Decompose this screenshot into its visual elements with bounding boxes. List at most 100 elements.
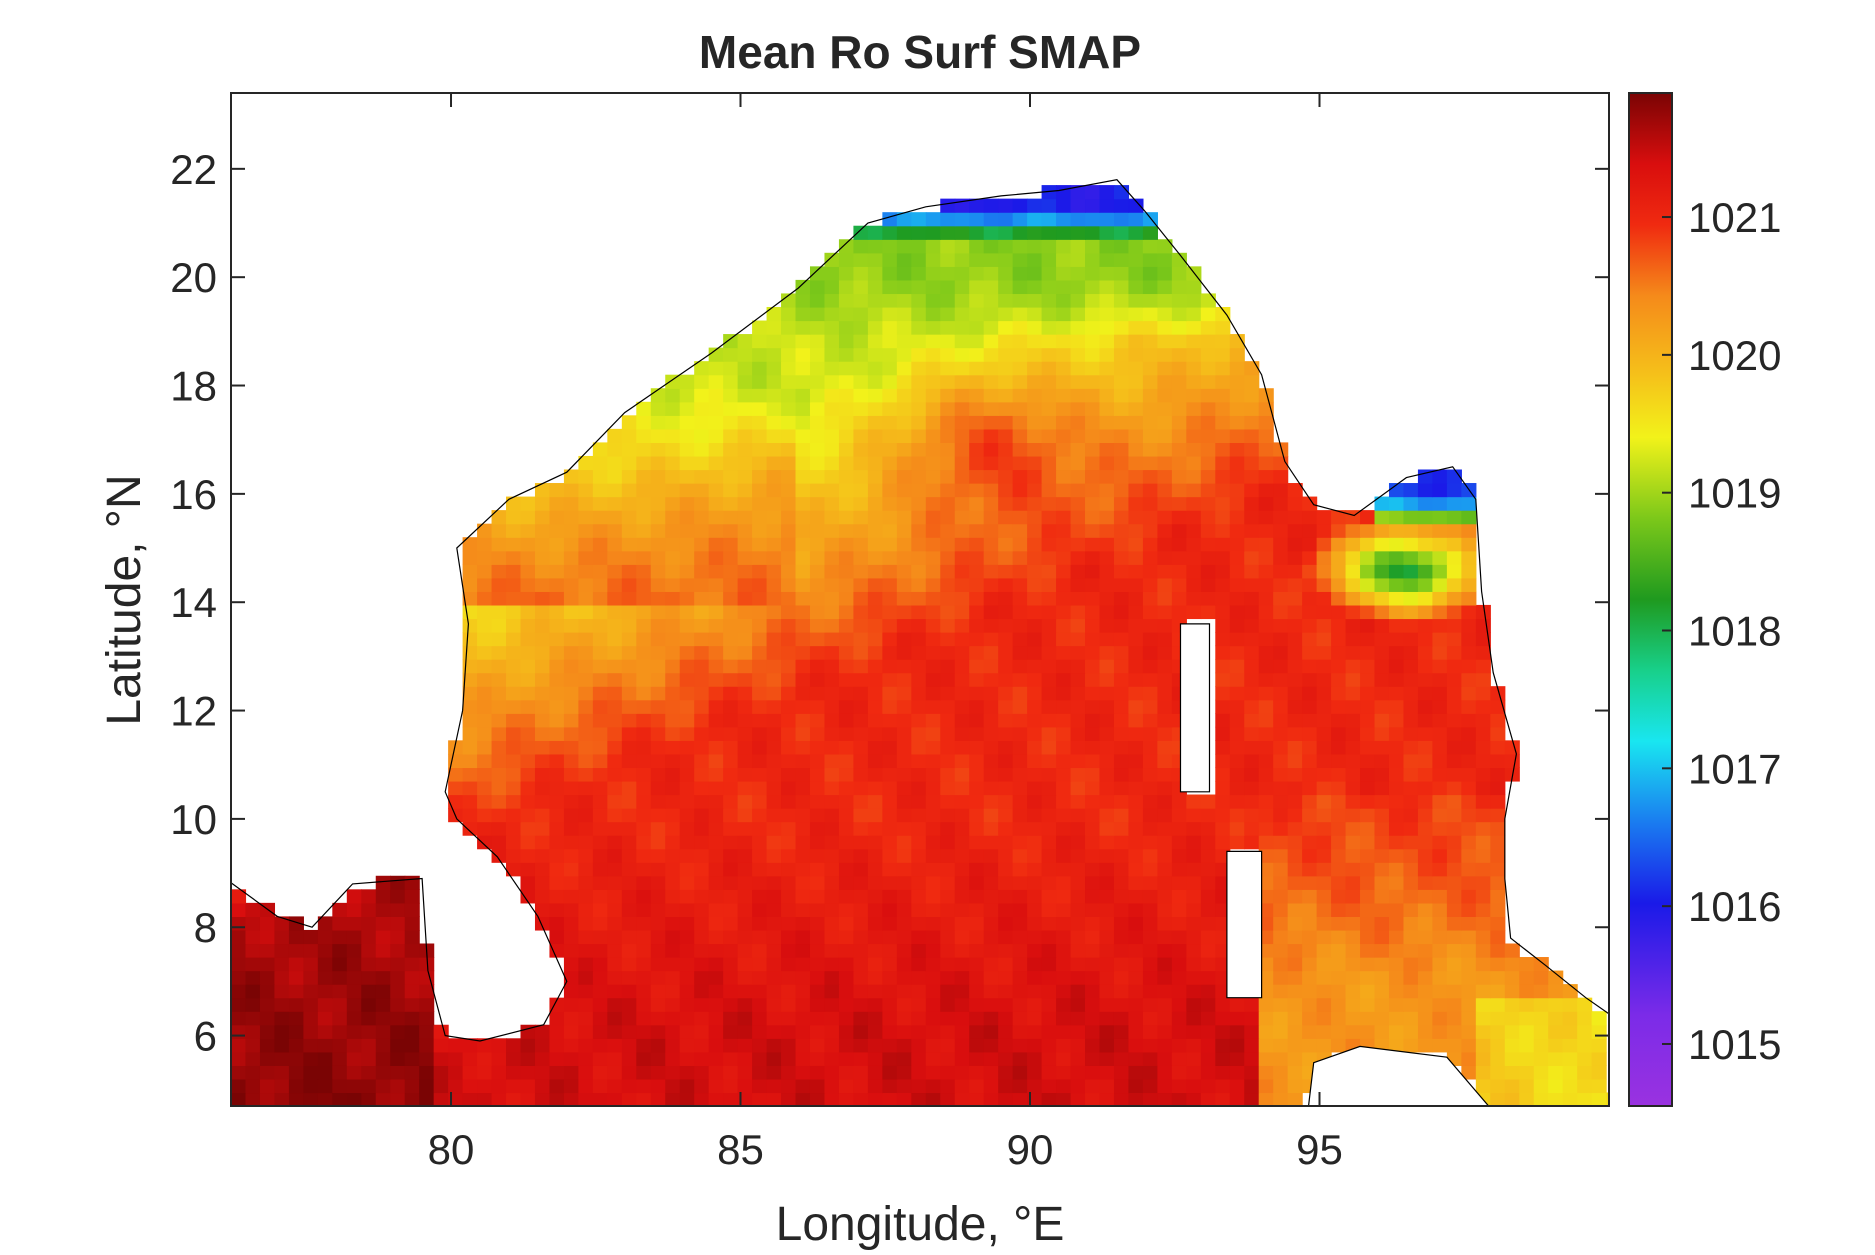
heatmap-cell bbox=[1012, 537, 1028, 552]
heatmap-cell bbox=[983, 1024, 999, 1039]
heatmap-cell bbox=[1417, 984, 1433, 999]
heatmap-cell bbox=[954, 564, 970, 579]
heatmap-cell bbox=[1012, 997, 1028, 1012]
heatmap-cell bbox=[1099, 929, 1115, 945]
heatmap-cell bbox=[375, 997, 391, 1012]
heatmap-cell bbox=[665, 523, 681, 538]
heatmap-cell bbox=[983, 320, 999, 335]
heatmap-cell bbox=[245, 929, 261, 945]
heatmap-cell bbox=[1475, 713, 1491, 728]
heatmap-cell bbox=[1229, 672, 1245, 687]
heatmap-cell bbox=[694, 469, 710, 484]
island-outline bbox=[1179, 623, 1211, 793]
heatmap-cell bbox=[1085, 591, 1101, 606]
heatmap-cell bbox=[303, 1024, 319, 1039]
heatmap-cell bbox=[1360, 726, 1376, 741]
heatmap-cell bbox=[1142, 442, 1158, 457]
heatmap-cell bbox=[969, 591, 985, 606]
heatmap-cell bbox=[636, 943, 652, 958]
heatmap-cell bbox=[1157, 1038, 1173, 1053]
heatmap-cell bbox=[1446, 1024, 1462, 1039]
heatmap-cell bbox=[592, 984, 608, 999]
heatmap-cell bbox=[621, 780, 637, 796]
heatmap-cell bbox=[1388, 483, 1405, 498]
heatmap-cell bbox=[1533, 1024, 1549, 1039]
heatmap-cell bbox=[1128, 239, 1144, 254]
heatmap-cell bbox=[1244, 740, 1260, 755]
heatmap-cell bbox=[303, 1011, 319, 1026]
heatmap-cell bbox=[448, 740, 464, 755]
heatmap-cell bbox=[882, 415, 898, 430]
heatmap-cell bbox=[853, 577, 869, 592]
heatmap-cell bbox=[1142, 293, 1158, 308]
heatmap-cell bbox=[1012, 306, 1028, 322]
heatmap-cell bbox=[1113, 984, 1130, 999]
heatmap-cell bbox=[621, 510, 637, 525]
heatmap-cell bbox=[621, 699, 637, 714]
heatmap-cell bbox=[1244, 726, 1260, 741]
heatmap-cell bbox=[896, 293, 912, 308]
heatmap-cell bbox=[1533, 1092, 1549, 1106]
heatmap-cell bbox=[1012, 1038, 1028, 1053]
heatmap-cell bbox=[940, 293, 956, 308]
heatmap-cell bbox=[708, 442, 724, 457]
heatmap-cell bbox=[694, 442, 710, 457]
heatmap-cell bbox=[1157, 808, 1173, 823]
heatmap-cell bbox=[911, 618, 927, 633]
heatmap-cell bbox=[1229, 455, 1245, 471]
heatmap-cell bbox=[375, 902, 391, 917]
heatmap-cell bbox=[983, 1051, 999, 1066]
heatmap-cell bbox=[737, 645, 753, 660]
heatmap-cell bbox=[1200, 510, 1216, 525]
heatmap-cell bbox=[882, 740, 898, 755]
heatmap-cell bbox=[491, 564, 507, 579]
heatmap-cell bbox=[491, 1065, 507, 1080]
heatmap-cell bbox=[1142, 1065, 1158, 1080]
heatmap-cell bbox=[1171, 984, 1187, 999]
heatmap-cell bbox=[563, 808, 579, 823]
heatmap-cell bbox=[1056, 374, 1072, 389]
colorbar-tick-label: 1019 bbox=[1688, 470, 1781, 517]
heatmap-cell bbox=[288, 997, 304, 1012]
heatmap-cell bbox=[694, 672, 710, 687]
heatmap-cell bbox=[1085, 1065, 1101, 1080]
heatmap-cell bbox=[998, 537, 1014, 552]
heatmap-cell bbox=[1012, 889, 1028, 904]
heatmap-cell bbox=[636, 1024, 652, 1039]
heatmap-cell bbox=[1041, 469, 1057, 484]
heatmap-cell bbox=[766, 713, 782, 728]
heatmap-cell bbox=[737, 334, 753, 349]
heatmap-cell bbox=[1258, 1024, 1274, 1039]
heatmap-cell bbox=[969, 1024, 985, 1039]
heatmap-cell bbox=[1099, 943, 1115, 958]
heatmap-cell bbox=[1157, 591, 1173, 606]
heatmap-cell bbox=[1113, 889, 1130, 904]
heatmap-cell bbox=[665, 1038, 681, 1053]
heatmap-cell bbox=[867, 632, 883, 647]
heatmap-cell bbox=[882, 577, 898, 592]
heatmap-cell bbox=[1519, 1024, 1535, 1039]
heatmap-cell bbox=[795, 604, 811, 620]
heatmap-cell bbox=[940, 862, 956, 877]
heatmap-cell bbox=[1215, 442, 1231, 457]
heatmap-cell bbox=[1085, 1024, 1101, 1039]
heatmap-cell bbox=[1027, 672, 1043, 687]
heatmap-cell bbox=[809, 740, 826, 755]
heatmap-cell bbox=[708, 659, 724, 674]
heatmap-cell bbox=[231, 1038, 247, 1053]
heatmap-cell bbox=[1345, 970, 1361, 985]
heatmap-cell bbox=[694, 496, 710, 511]
heatmap-cell bbox=[1099, 577, 1115, 592]
heatmap-cell bbox=[1475, 740, 1491, 755]
heatmap-cell bbox=[1302, 604, 1318, 620]
heatmap-cell bbox=[650, 726, 666, 741]
heatmap-cell bbox=[694, 808, 710, 823]
heatmap-cell bbox=[621, 767, 637, 782]
heatmap-cell bbox=[925, 659, 941, 674]
heatmap-cell bbox=[1157, 997, 1173, 1012]
heatmap-cell bbox=[636, 523, 652, 538]
heatmap-cell bbox=[679, 469, 695, 484]
heatmap-cell bbox=[390, 943, 406, 958]
heatmap-cell bbox=[969, 1065, 985, 1080]
heatmap-cell bbox=[1273, 848, 1289, 863]
